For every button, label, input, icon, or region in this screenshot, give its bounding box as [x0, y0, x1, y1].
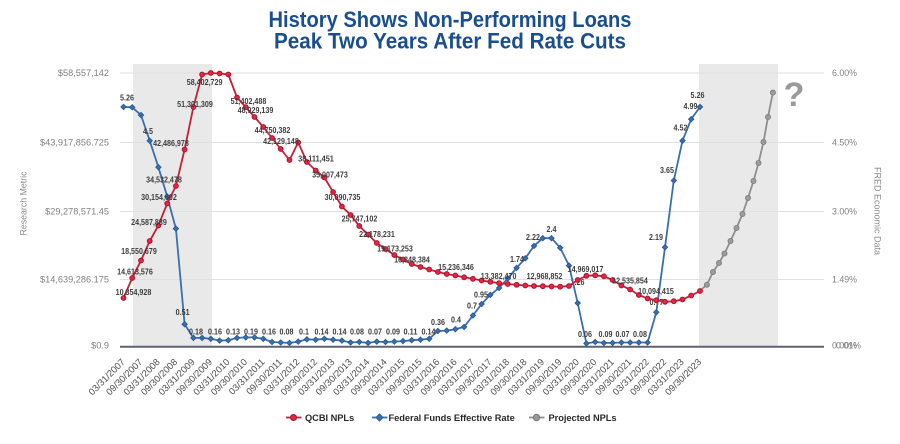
svg-text:$0.9: $0.9: [91, 341, 109, 351]
svg-text:0.00%: 0.00%: [832, 341, 857, 351]
svg-text:0.09: 0.09: [386, 327, 400, 337]
svg-text:3.65: 3.65: [660, 165, 674, 175]
svg-text:3.00%: 3.00%: [832, 207, 857, 217]
svg-text:?: ?: [784, 76, 805, 114]
svg-text:0.95: 0.95: [474, 289, 488, 299]
svg-text:Research Metric: Research Metric: [19, 171, 29, 236]
svg-text:0.36: 0.36: [431, 317, 445, 327]
svg-text:0.11: 0.11: [404, 327, 418, 337]
svg-text:30,090,735: 30,090,735: [325, 192, 361, 202]
svg-text:$43,917,856.725: $43,917,856.725: [40, 138, 109, 148]
svg-text:24,587,889: 24,587,889: [131, 217, 167, 227]
svg-text:12,535,854: 12,535,854: [612, 276, 648, 286]
svg-text:0.07: 0.07: [368, 327, 382, 337]
svg-text:0.16: 0.16: [208, 327, 222, 337]
svg-text:51,301,309: 51,301,309: [177, 99, 213, 109]
svg-text:Federal Funds Effective Rate: Federal Funds Effective Rate: [389, 413, 515, 423]
svg-text:12,968,852: 12,968,852: [527, 271, 563, 281]
svg-text:2.19: 2.19: [649, 232, 663, 242]
svg-text:4.5: 4.5: [143, 126, 153, 136]
svg-text:History Shows Non-Performing L: History Shows Non-Performing Loans: [269, 7, 632, 32]
svg-text:0.06: 0.06: [578, 329, 592, 339]
svg-text:0.07: 0.07: [616, 329, 630, 339]
svg-text:13,382,470: 13,382,470: [481, 271, 517, 281]
svg-text:0.01%: 0.01%: [836, 341, 861, 351]
svg-text:22,178,231: 22,178,231: [359, 229, 395, 239]
svg-text:4.50%: 4.50%: [832, 138, 857, 148]
svg-text:42,129,148: 42,129,148: [263, 136, 299, 146]
svg-text:35,007,473: 35,007,473: [312, 170, 348, 180]
svg-text:0.09: 0.09: [599, 329, 613, 339]
svg-text:15,236,346: 15,236,346: [438, 262, 474, 272]
svg-text:6.00%: 6.00%: [832, 68, 857, 78]
svg-text:0.18: 0.18: [189, 327, 203, 337]
svg-text:51,402,488: 51,402,488: [231, 96, 267, 106]
svg-text:10,094,415: 10,094,415: [638, 286, 674, 296]
svg-text:25,747,102: 25,747,102: [342, 214, 378, 224]
svg-text:Projected NPLs: Projected NPLs: [549, 413, 617, 423]
svg-text:0.1: 0.1: [299, 327, 309, 337]
svg-text:QCBI NPLs: QCBI NPLs: [305, 413, 354, 423]
svg-text:4.99: 4.99: [684, 101, 698, 111]
svg-text:1.74: 1.74: [510, 254, 524, 264]
svg-text:34,532,478: 34,532,478: [146, 175, 182, 185]
svg-text:4.52: 4.52: [674, 123, 688, 133]
svg-text:30,154,602: 30,154,602: [141, 192, 177, 202]
svg-text:58,402,729: 58,402,729: [187, 77, 223, 87]
svg-text:0.7: 0.7: [467, 301, 477, 311]
svg-text:10,354,928: 10,354,928: [116, 287, 152, 297]
svg-text:18,550,679: 18,550,679: [121, 246, 157, 256]
svg-text:16,848,384: 16,848,384: [394, 255, 430, 265]
svg-text:0.51: 0.51: [176, 307, 190, 317]
svg-text:0.13: 0.13: [226, 327, 240, 337]
svg-text:42,486,978: 42,486,978: [153, 138, 189, 148]
svg-text:14,613,576: 14,613,576: [117, 267, 153, 277]
svg-text:0.16: 0.16: [262, 327, 276, 337]
svg-text:Peak Two Years After Fed Rate: Peak Two Years After Fed Rate Cuts: [274, 29, 626, 54]
svg-text:0.14: 0.14: [315, 327, 329, 337]
svg-text:19,173,253: 19,173,253: [377, 243, 413, 253]
svg-text:0.4: 0.4: [451, 315, 461, 325]
svg-text:FRED Economic Data: FRED Economic Data: [873, 167, 883, 255]
svg-text:5.26: 5.26: [691, 90, 705, 100]
svg-text:$29,278,571.45: $29,278,571.45: [45, 207, 109, 217]
svg-text:2.22: 2.22: [526, 232, 540, 242]
svg-text:0.19: 0.19: [244, 327, 258, 337]
svg-text:38,111,451: 38,111,451: [298, 154, 334, 164]
svg-text:$58,557,142: $58,557,142: [58, 68, 109, 78]
svg-text:0.14: 0.14: [333, 327, 347, 337]
svg-text:1.49%: 1.49%: [832, 275, 857, 285]
svg-text:0.08: 0.08: [350, 327, 364, 337]
svg-text:5.26: 5.26: [120, 93, 134, 103]
svg-text:44,750,382: 44,750,382: [255, 125, 291, 135]
svg-text:48,929,139: 48,929,139: [238, 105, 274, 115]
svg-text:0.14: 0.14: [422, 327, 436, 337]
svg-text:0.08: 0.08: [280, 327, 294, 337]
svg-text:2.4: 2.4: [547, 224, 557, 234]
svg-text:0.08: 0.08: [633, 329, 647, 339]
svg-text:14,969,017: 14,969,017: [568, 264, 604, 274]
svg-text:$14,639,286.175: $14,639,286.175: [40, 275, 109, 285]
